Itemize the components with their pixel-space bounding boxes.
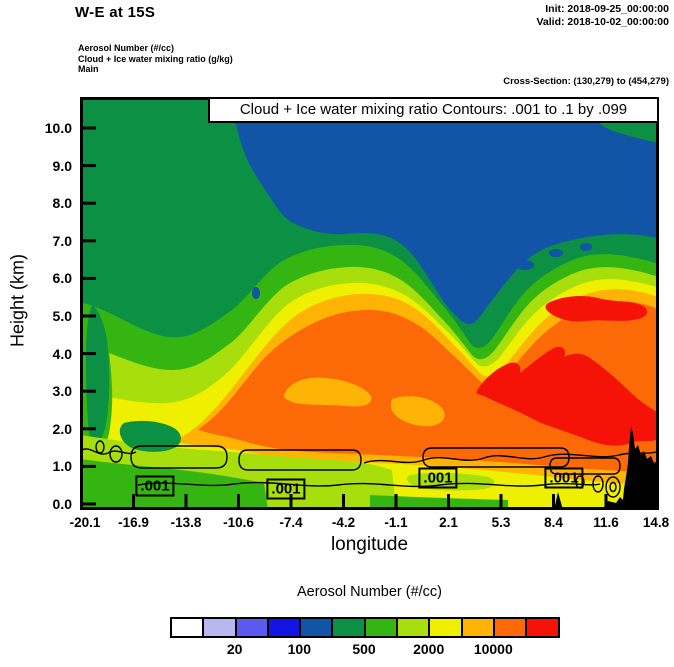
- blue-low-aerosol: [230, 97, 659, 324]
- terrain-silhouette: [554, 427, 659, 510]
- upper-level-regions: [80, 97, 659, 344]
- axis-ticks: [80, 126, 659, 510]
- blue-speck: [580, 243, 592, 251]
- x-tick-label: -1.1: [384, 515, 408, 530]
- colorbar-cell: [331, 617, 366, 638]
- x-tick-label: 5.3: [491, 515, 511, 530]
- colorbar-cell: [525, 617, 560, 638]
- left-edge-darkgreen-band: [86, 305, 110, 447]
- colorbar-tick-label: 10000: [473, 641, 513, 657]
- colorbar-tick-label: 100: [287, 641, 311, 657]
- model-times: Init: 2018-09-25_00:00:00 Valid: 2018-10…: [400, 3, 669, 29]
- x-tick-label: 11.6: [593, 515, 619, 530]
- field-annotation-domain: Main: [78, 64, 99, 74]
- valid-timestamp: Valid: 2018-10-02_00:00:00: [536, 16, 669, 28]
- bl-green-patch: [370, 495, 508, 510]
- y-tick-label: 9.0: [52, 157, 72, 174]
- y-tick-label: 3.0: [52, 383, 72, 400]
- colorbar-cell: [428, 617, 463, 638]
- x-tick-label: 8.4: [544, 515, 563, 530]
- x-axis-label: longitude: [330, 534, 409, 555]
- colorbar-cell: [299, 617, 334, 638]
- colorbar-title: Aerosol Number (#/cc): [296, 584, 443, 600]
- contour-value-label: .001: [266, 478, 306, 500]
- colorbar-cell: [234, 617, 269, 638]
- region-orange: [198, 301, 659, 473]
- colorbar-cell: [460, 617, 495, 638]
- field-annotation-aerosol: Aerosol Number (#/cc): [78, 43, 175, 53]
- colorbar-tick-label: 2000: [413, 641, 445, 657]
- x-tick-label: 2.1: [439, 515, 458, 530]
- x-tick-label: -13.8: [170, 515, 202, 530]
- amber-inner-patch: [390, 396, 445, 427]
- y-axis-label: Height (km): [7, 254, 28, 348]
- colorbar-cell: [363, 617, 399, 638]
- init-timestamp: Init: 2018-09-25_00:00:00: [545, 3, 669, 15]
- bl-darkgreen-blob: [119, 420, 181, 452]
- contour-value-label: .001: [418, 467, 458, 489]
- cross-section-plot: [80, 97, 659, 510]
- y-tick-label: 5.0: [52, 308, 72, 324]
- colorbar-tick-label: 500: [352, 641, 376, 657]
- contour-value-label: .001: [135, 475, 175, 497]
- plot-area: Cloud + Ice water mixing ratio Contours:…: [80, 97, 659, 510]
- colorbar-cell: [170, 617, 205, 638]
- colorbar-cell: [492, 617, 528, 638]
- red-maximum: [476, 346, 659, 446]
- colorbar-tick-label: 20: [226, 641, 243, 657]
- page-title: W-E at 15S: [75, 4, 156, 21]
- y-tick-label: 0.0: [52, 496, 72, 512]
- y-tick-label: 10.0: [44, 120, 72, 136]
- y-tick-label: 8.0: [52, 195, 72, 212]
- x-tick-label: -7.4: [279, 515, 303, 530]
- amber-inner-patch: [283, 377, 372, 407]
- colorbar-cell: [266, 617, 302, 638]
- x-tick-label: -10.6: [223, 515, 254, 530]
- x-tick-label: -20.1: [69, 515, 101, 530]
- red-streak: [545, 295, 648, 322]
- y-tick-label: 4.0: [52, 345, 72, 362]
- terrain-spike: [554, 492, 563, 510]
- y-tick-label: 1.0: [52, 458, 72, 475]
- colorbar-cell: [396, 617, 431, 638]
- x-tick-label: -16.9: [118, 515, 149, 530]
- y-tick-label: 7.0: [52, 232, 72, 249]
- cross-section-info: Cross-Section: (130,279) to (454,279): [503, 76, 669, 87]
- colorbar: [170, 617, 560, 638]
- contour-title-box: Cloud + Ice water mixing ratio Contours:…: [208, 97, 659, 123]
- x-tick-label: -4.2: [331, 515, 356, 530]
- y-tick-label: 2.0: [52, 420, 72, 437]
- y-tick-label: 6.0: [52, 270, 72, 287]
- colorbar-cell: [202, 617, 237, 638]
- blue-speck: [516, 260, 534, 270]
- blue-speck: [549, 249, 563, 257]
- field-annotation-cloudice: Cloud + Ice water mixing ratio (g/kg): [78, 53, 233, 64]
- blue-speck: [252, 287, 260, 299]
- x-tick-label: 14.8: [642, 515, 670, 530]
- field-annotations: Aerosol Number (#/cc) Cloud + Ice water …: [78, 43, 233, 75]
- contour-value-label: .001: [544, 467, 584, 489]
